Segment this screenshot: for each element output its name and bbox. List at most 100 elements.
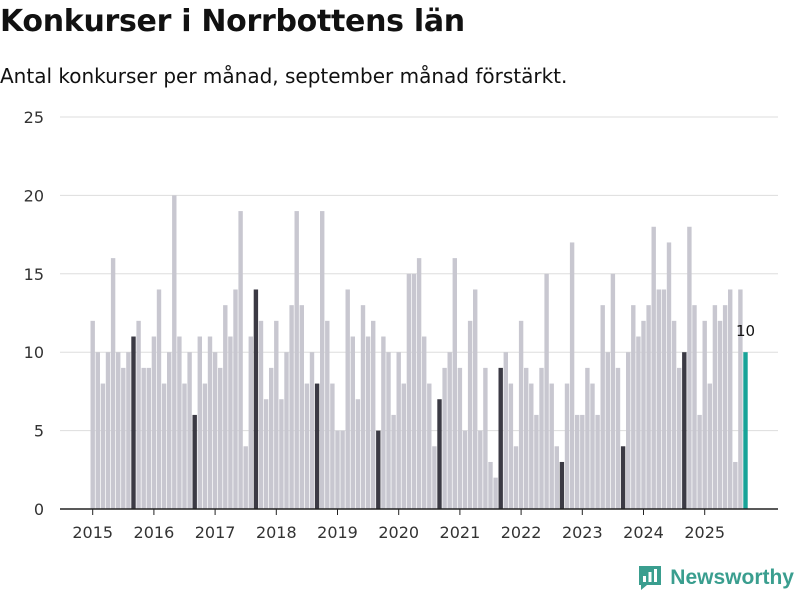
bar bbox=[478, 430, 483, 509]
bar bbox=[212, 352, 218, 509]
bar bbox=[483, 367, 488, 509]
bar bbox=[401, 383, 406, 509]
bar bbox=[207, 336, 213, 509]
bar bbox=[365, 336, 371, 509]
bar bbox=[248, 336, 253, 509]
bar bbox=[396, 352, 401, 509]
bar bbox=[269, 367, 274, 509]
bar bbox=[493, 477, 498, 509]
bar bbox=[743, 352, 748, 509]
bar bbox=[325, 320, 330, 509]
bar bbox=[355, 399, 361, 509]
bar bbox=[575, 414, 580, 509]
bar bbox=[253, 289, 259, 509]
x-tick-label: 2024 bbox=[623, 523, 664, 542]
bar bbox=[651, 226, 656, 509]
bar bbox=[151, 336, 157, 509]
bar bbox=[722, 305, 728, 509]
bar bbox=[559, 461, 565, 509]
latest-value-label: 10 bbox=[736, 322, 755, 340]
bar bbox=[666, 242, 672, 509]
bar bbox=[631, 305, 636, 509]
bar bbox=[620, 446, 626, 509]
x-tick-label: 2019 bbox=[317, 523, 358, 542]
bar bbox=[646, 305, 651, 509]
y-tick-label: 5 bbox=[34, 422, 44, 441]
bar bbox=[314, 383, 320, 509]
bar bbox=[167, 352, 172, 509]
bar bbox=[605, 352, 610, 509]
bar bbox=[90, 320, 95, 509]
bar bbox=[534, 414, 539, 509]
y-tick-label: 10 bbox=[24, 343, 44, 362]
bar bbox=[192, 414, 197, 509]
bar bbox=[692, 305, 697, 509]
bar bbox=[733, 461, 738, 509]
bar bbox=[156, 289, 162, 509]
x-tick-label: 2020 bbox=[378, 523, 419, 542]
bar bbox=[233, 289, 238, 509]
bar bbox=[289, 305, 294, 509]
bar bbox=[636, 336, 641, 509]
bar bbox=[304, 383, 310, 509]
bar bbox=[728, 289, 733, 509]
bar bbox=[320, 211, 325, 509]
bar bbox=[544, 273, 549, 509]
bar bbox=[110, 258, 116, 509]
bar bbox=[243, 446, 248, 509]
bar bbox=[549, 383, 554, 509]
bar bbox=[299, 305, 304, 509]
bar bbox=[146, 367, 151, 509]
chart-subtitle: Antal konkurser per månad, september mån… bbox=[0, 64, 568, 88]
bar bbox=[529, 383, 534, 509]
bar bbox=[416, 258, 422, 509]
bar bbox=[600, 305, 605, 509]
bar bbox=[95, 352, 100, 509]
bar bbox=[218, 367, 223, 509]
x-tick-label: 2021 bbox=[440, 523, 481, 542]
bar bbox=[518, 320, 524, 509]
x-tick-label: 2015 bbox=[72, 523, 113, 542]
bar bbox=[406, 273, 412, 509]
bar bbox=[580, 414, 585, 509]
bar bbox=[386, 352, 391, 509]
bar bbox=[702, 320, 707, 509]
bar bbox=[738, 289, 743, 509]
bar bbox=[610, 273, 616, 509]
y-tick-label: 0 bbox=[34, 500, 44, 519]
bar bbox=[422, 336, 427, 509]
bar bbox=[360, 305, 366, 509]
bar bbox=[457, 367, 463, 509]
bar bbox=[564, 383, 570, 509]
bar bbox=[595, 414, 600, 509]
bar bbox=[131, 336, 136, 509]
bar bbox=[309, 352, 315, 509]
bar bbox=[641, 320, 646, 509]
bar bbox=[330, 383, 335, 509]
bar bbox=[238, 211, 243, 509]
bar bbox=[202, 383, 208, 509]
bar bbox=[391, 414, 396, 509]
bar bbox=[116, 352, 121, 509]
bar bbox=[615, 367, 621, 509]
bar bbox=[161, 383, 167, 509]
bar bbox=[717, 320, 723, 509]
bar bbox=[513, 446, 519, 509]
bar bbox=[228, 336, 233, 509]
bar bbox=[682, 352, 687, 509]
bar bbox=[187, 352, 192, 509]
bar bbox=[498, 367, 503, 509]
bar bbox=[432, 446, 437, 509]
bar-chart-icon bbox=[639, 566, 662, 590]
x-tick-label: 2025 bbox=[684, 523, 725, 542]
bar bbox=[712, 305, 718, 509]
bar bbox=[585, 367, 590, 509]
bar bbox=[172, 195, 177, 509]
bar bbox=[452, 258, 457, 509]
bar bbox=[381, 336, 386, 509]
bar bbox=[371, 320, 376, 509]
bar bbox=[503, 352, 508, 509]
bar bbox=[569, 242, 575, 509]
bar bbox=[707, 383, 712, 509]
bar bbox=[100, 383, 106, 509]
